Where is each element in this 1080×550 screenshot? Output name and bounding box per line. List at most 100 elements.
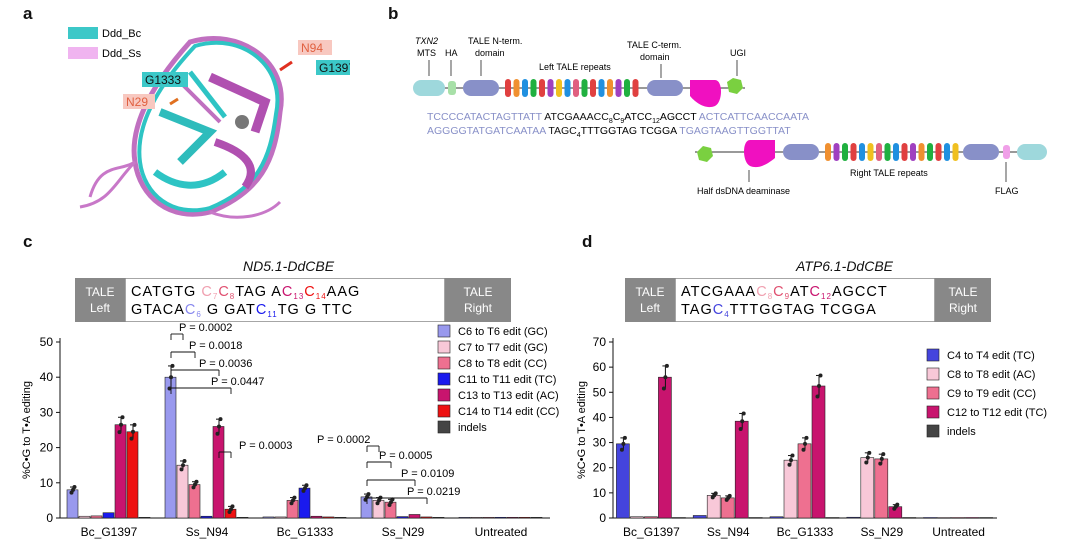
bar [482,516,495,519]
legend-label: C8 to T8 edit (CC) [458,358,547,370]
bar [860,457,875,519]
bar [78,515,91,519]
legend-label: C14 to T14 edit (CC) [458,406,559,418]
tale-left-label-2: Left [90,301,111,315]
data-point [727,493,732,498]
bar [212,426,225,519]
panel-label-c: c [23,232,33,251]
data-point [170,363,175,368]
data-point [663,375,668,380]
data-point [801,447,806,452]
bar [825,517,840,519]
sequence-top: TCCCCATACTAGTTATT ATCGAAACC8C9ATCC12AGCC… [427,111,809,125]
y-tick-label: 0 [599,511,606,525]
legend-swatch [926,386,940,400]
tale-repeat-unit [581,79,588,97]
tale-repeat-unit [513,79,520,97]
y-tick-label: 20 [40,441,54,455]
data-point [215,431,220,436]
data-point [132,422,137,427]
panel-c-chart: 0 10 20 30 40 50 %C•G to T•A editing Bc_G1397 S… [21,322,559,539]
bar [518,516,531,519]
data-point [741,411,746,416]
data-point [117,430,122,435]
legend-label-bc: Ddd_Bc [102,28,142,40]
tale-right-label-2: Right [464,301,493,315]
legend-swatch-ss [68,47,98,59]
label-mts: MTS [417,48,436,58]
tale-repeat-unit [842,143,848,161]
p-value-label: P = 0.0002 [179,322,232,334]
bar [420,516,433,519]
data-point [218,417,223,422]
bar [874,458,889,519]
tale-right-label-1: TALE [463,285,492,299]
bar [458,516,471,519]
metal-ion [235,115,249,129]
bar [236,516,249,519]
data-point [292,495,297,500]
tale-repeat-unit [918,143,925,161]
data-point [304,483,309,488]
panel-c-sequence-box: TALE Left TALE Right CATGTG C7C8TAG AC13… [75,278,511,322]
data-point [787,462,792,467]
tale-repeat-unit [893,143,899,161]
ugi-block-bottom [697,146,713,162]
label-tale-c-1: TALE C-term. [627,40,681,50]
bar [408,514,421,519]
y-tick-label: 20 [593,461,607,475]
y-tick-label: 40 [40,370,54,384]
tale-repeat-unit [833,143,840,161]
data-point [194,479,199,484]
y-tick-label: 70 [593,335,607,349]
bar [644,516,658,519]
legend-swatch-bc [68,27,98,39]
ha-block [448,81,456,95]
data-point [131,429,135,434]
data-point [740,419,745,424]
data-point [169,375,173,380]
bar [494,516,507,519]
data-point [661,386,666,391]
construct-diagram: TXN2 MTS HA TALE N-term. domain TALE C-t… [413,36,1047,196]
data-point [804,435,809,440]
panel-d-chart: 0 10 20 30 40 50 60 70 %C•G to T•A editing Bc_G1… [576,335,1047,539]
data-point [182,458,187,463]
legend-swatch [437,324,451,338]
bar [769,516,784,519]
legend-label: indels [458,422,487,434]
bar [979,517,993,519]
y-tick-label: 10 [40,476,54,490]
panel-c-title: ND5.1-DdCBE [243,258,335,274]
bar [322,516,335,519]
right-tale-repeats [825,143,959,161]
p-value-label: P = 0.0447 [211,376,264,388]
bar [811,385,826,519]
bar [951,517,965,519]
data-point [622,435,627,440]
tale-repeat-unit [573,79,579,97]
panel-label-d: d [582,232,593,251]
label-box-g1333 [142,72,188,87]
bar [902,517,917,519]
p-value-label: P = 0.0002 [317,434,370,446]
label-left-repeats: Left TALE repeats [539,62,611,72]
bar [188,484,201,519]
panel-label-a: a [23,4,33,23]
legend-label-ss: Ddd_Ss [102,48,142,60]
y-tick-label: 10 [593,486,607,500]
x-tick-label: Ss_N29 [860,525,903,539]
y-tick-label: 60 [593,360,607,374]
tale-repeat-unit [556,79,562,97]
tale-repeat-unit [944,143,950,161]
bar [470,516,483,519]
tale-right-label-2: Right [949,301,978,315]
data-point [217,424,221,429]
tale-repeat-unit [884,143,891,161]
bar [114,424,127,519]
bar [102,512,115,519]
label-txn2: TXN2 [415,36,438,46]
tale-left-label-2: Left [640,301,661,315]
data-point [621,441,626,446]
bar [658,376,672,519]
